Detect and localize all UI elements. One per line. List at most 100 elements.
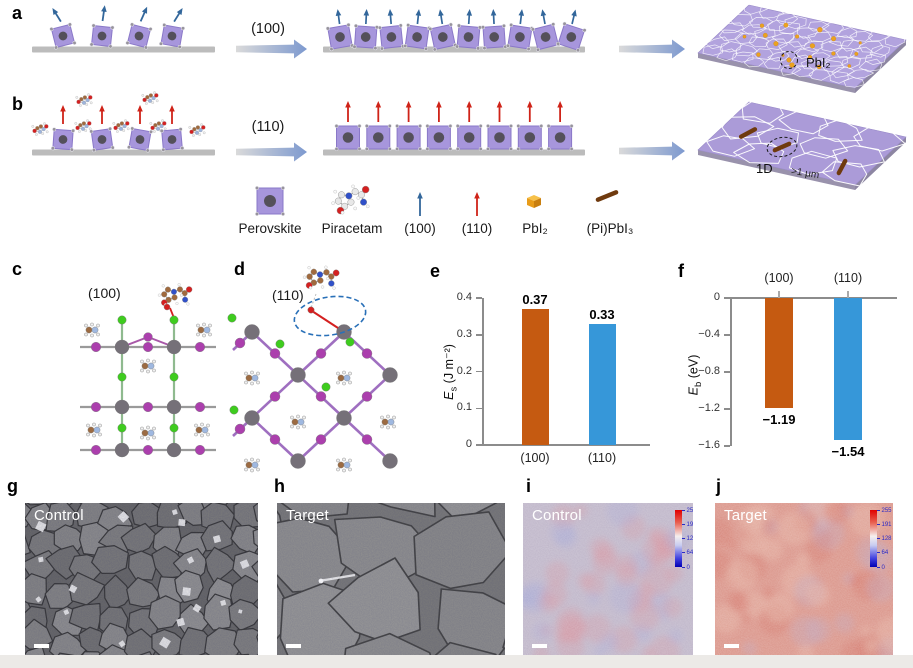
baseline: [730, 297, 897, 299]
y-axis-line: [482, 298, 484, 445]
perovskite-crystal: [89, 126, 115, 153]
colorbar-tick-mark: [682, 566, 685, 568]
bar-value-label: −1.19: [762, 412, 796, 428]
piracetam-molecule-small: [31, 122, 49, 136]
1d-pipbi3-rod: [772, 141, 792, 153]
y-tick-mark: [476, 297, 482, 299]
pbi2-highlight-circle: [780, 51, 798, 69]
perovskite-crystal: [255, 186, 285, 216]
y-tick-label: 0.4: [456, 291, 472, 303]
sem-target-texture: [277, 503, 505, 655]
legend-label-piracetam: Piracetam: [321, 221, 383, 236]
y-tick-mark: [724, 297, 730, 299]
sem-control-label: Control: [34, 507, 84, 524]
category-tick: [847, 291, 849, 298]
panel-letter-d: d: [234, 259, 245, 279]
pipbi3-rod-icon: [595, 190, 619, 202]
y-tick-label: −1.6: [698, 439, 720, 451]
1d-pipbi3-rod: [836, 158, 848, 176]
piracetam-molecule-small: [112, 119, 130, 133]
perovskite-crystal: [455, 124, 483, 151]
y-tick-mark: [724, 371, 730, 373]
panel-letter-h: h: [274, 476, 285, 496]
piracetam-molecule-small: [75, 93, 93, 107]
perovskite-crystal: [556, 21, 587, 53]
perovskite-crystal: [530, 22, 561, 52]
piracetam-molecule-small: [188, 123, 206, 137]
perovskite-crystal: [125, 22, 153, 50]
colorbar-tick-mark: [877, 552, 880, 554]
legend-label-pipbi3: (Pi)PbI₃: [586, 221, 634, 236]
colorbar-tick-label: 191: [686, 521, 694, 528]
pbi2-particle: [762, 32, 768, 38]
y-tick-label: 0.3: [456, 327, 472, 340]
y-tick-mark: [724, 334, 730, 336]
colorbar-tick-label: 255: [881, 507, 892, 514]
y-tick-mark: [476, 334, 482, 336]
bar-value-label: 0.33: [589, 306, 615, 322]
y-tick-mark: [476, 407, 482, 409]
y-tick-label: 0: [713, 291, 720, 303]
pbi2-particle: [817, 27, 823, 33]
panel-letter-c: c: [12, 259, 23, 279]
map-control-texture: [523, 503, 693, 655]
category-tick: [778, 291, 780, 298]
perovskite-crystal: [428, 22, 458, 52]
perovskite-crystal: [505, 23, 534, 51]
perovskite-crystal: [481, 23, 508, 51]
bar-(110): [588, 323, 616, 445]
process-arrow: [619, 39, 685, 59]
pbi2-particle: [854, 51, 859, 56]
sem-image-target: Target: [277, 503, 505, 655]
perovskite-crystal: [159, 127, 185, 152]
pbi2-particle: [795, 34, 800, 39]
structure-panels-cd: [80, 265, 398, 473]
y-tick-label: 0: [465, 438, 472, 450]
scale-bar: [34, 644, 49, 648]
structure-c-orientation-label: (100): [88, 285, 121, 301]
bar-(110): [834, 298, 862, 441]
piracetam-molecule-small: [141, 91, 159, 105]
perovskite-crystal: [546, 124, 574, 151]
sem-target-label: Target: [286, 507, 329, 524]
sem-control-texture: [25, 503, 258, 655]
pbi2-particle: [773, 41, 779, 47]
perovskite-crystal: [377, 23, 405, 51]
perovskite-crystal: [127, 126, 153, 153]
y-tick-label: 0.2: [456, 364, 472, 377]
pbi2-particle: [816, 64, 822, 70]
colorbar-tick-label: 64: [881, 550, 889, 557]
legend-label-perovskite: Perovskite: [238, 221, 302, 236]
panel-letter-e: e: [430, 261, 441, 281]
map-image-target: Target 255 191 128 64 0: [715, 503, 893, 655]
piracetam-molecule: [302, 265, 340, 290]
process-arrow: [236, 142, 307, 162]
pbi2-particle: [783, 22, 789, 28]
scale-bar: [286, 644, 301, 648]
binding-site-ellipse: [293, 295, 367, 337]
one-d-annotation: 1D: [756, 161, 773, 176]
y-tick-mark: [476, 370, 482, 373]
piracetam-molecule: [157, 283, 193, 307]
map-target-texture: [715, 503, 893, 655]
category-label: (110): [587, 451, 617, 465]
perovskite-crystal: [455, 23, 482, 51]
bar-(100): [521, 309, 549, 445]
colorbar-tick-label: 191: [881, 521, 892, 528]
pbi2-annotation: PbI₂: [806, 55, 831, 70]
map-control-label: Control: [532, 507, 582, 524]
perovskite-crystal: [159, 23, 185, 49]
perovskite-crystal: [334, 124, 362, 151]
perovskite-crystal: [50, 127, 76, 152]
bar-value-label: 0.37: [522, 292, 548, 308]
scale-bar: [724, 644, 739, 648]
category-label: (110): [833, 271, 863, 285]
row-b-orientation-label: (110): [251, 119, 285, 135]
perovskite-crystal: [49, 22, 77, 50]
legend-label-100: (100): [404, 221, 436, 236]
row-a-orientation-label: (100): [251, 21, 285, 37]
pbi2-particle: [858, 41, 862, 45]
colorbar-tick-mark: [877, 538, 880, 539]
y-tick-mark: [476, 444, 482, 446]
colorbar-tick-label: 128: [881, 536, 892, 542]
